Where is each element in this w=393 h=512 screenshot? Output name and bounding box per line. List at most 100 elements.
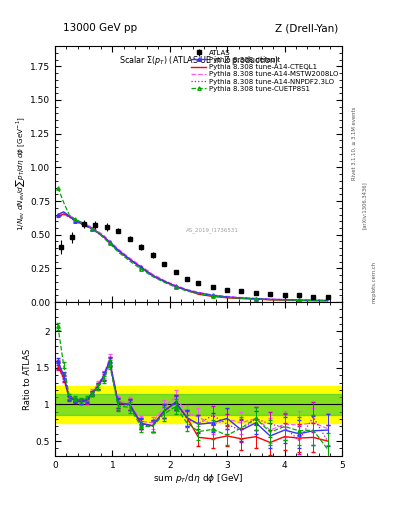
Pythia 8.308 tune-A14-MSTW2008LO	[96, 228, 101, 234]
Pythia 8.308 tune-A14-NNPDF2.3LO	[90, 226, 95, 232]
Pythia 8.308 tune-A14-NNPDF2.3LO	[150, 273, 155, 279]
Pythia 8.308 tune-A14-MSTW2008LO	[55, 213, 60, 219]
Pythia 8.308 tune-A14-MSTW2008LO	[282, 296, 287, 303]
Pythia 8.308 tune-A14-MSTW2008LO	[211, 292, 215, 298]
Pythia 8.308 default	[196, 290, 201, 296]
Pythia 8.308 tune-CUETP8S1	[150, 273, 155, 280]
Pythia 8.308 tune-CUETP8S1	[90, 226, 95, 232]
Pythia 8.308 tune-A14-NNPDF2.3LO	[325, 297, 330, 304]
Pythia 8.308 tune-CUETP8S1	[107, 241, 112, 247]
Pythia 8.308 default	[96, 229, 101, 236]
Pythia 8.308 tune-CUETP8S1	[67, 212, 72, 218]
Pythia 8.308 tune-A14-NNPDF2.3LO	[67, 214, 72, 220]
Pythia 8.308 tune-A14-CTEQL1	[253, 296, 258, 302]
Pythia 8.308 tune-A14-NNPDF2.3LO	[84, 224, 89, 230]
Line: Pythia 8.308 tune-CUETP8S1: Pythia 8.308 tune-CUETP8S1	[56, 186, 329, 303]
Pythia 8.308 tune-A14-CTEQL1	[90, 226, 95, 232]
Pythia 8.308 tune-A14-CTEQL1	[196, 291, 201, 297]
Pythia 8.308 tune-A14-CTEQL1	[185, 287, 189, 293]
Pythia 8.308 tune-A14-MSTW2008LO	[116, 246, 121, 252]
Pythia 8.308 default	[139, 264, 143, 270]
Text: Rivet 3.1.10, ≥ 3.1M events: Rivet 3.1.10, ≥ 3.1M events	[352, 106, 357, 180]
Text: Scalar $\Sigma(p_T)$ (ATLAS UE in Z production): Scalar $\Sigma(p_T)$ (ATLAS UE in Z prod…	[119, 54, 278, 67]
Pythia 8.308 tune-A14-NNPDF2.3LO	[311, 297, 316, 304]
Pythia 8.308 tune-CUETP8S1	[96, 229, 101, 236]
Pythia 8.308 tune-A14-MSTW2008LO	[225, 293, 230, 300]
Pythia 8.308 tune-A14-CTEQL1	[268, 297, 273, 303]
Line: Pythia 8.308 tune-A14-NNPDF2.3LO: Pythia 8.308 tune-A14-NNPDF2.3LO	[58, 215, 328, 301]
Pythia 8.308 tune-A14-CTEQL1	[107, 239, 112, 245]
Pythia 8.308 default	[162, 278, 166, 284]
Pythia 8.308 default	[225, 294, 230, 300]
Pythia 8.308 tune-A14-NNPDF2.3LO	[173, 283, 178, 289]
Pythia 8.308 default	[107, 239, 112, 245]
Pythia 8.308 tune-A14-NNPDF2.3LO	[239, 295, 244, 301]
Pythia 8.308 tune-A14-MSTW2008LO	[268, 296, 273, 302]
Pythia 8.308 tune-CUETP8S1	[79, 219, 83, 225]
Pythia 8.308 default	[211, 292, 215, 298]
Pythia 8.308 tune-A14-CTEQL1	[211, 293, 215, 300]
Pythia 8.308 tune-A14-CTEQL1	[101, 233, 106, 240]
Pythia 8.308 default	[311, 297, 316, 304]
Pythia 8.308 tune-CUETP8S1	[325, 297, 330, 304]
Y-axis label: Ratio to ATLAS: Ratio to ATLAS	[23, 348, 31, 410]
Pythia 8.308 default	[55, 211, 60, 218]
Pythia 8.308 tune-CUETP8S1	[253, 296, 258, 302]
Pythia 8.308 tune-A14-CTEQL1	[239, 295, 244, 302]
Pythia 8.308 tune-A14-MSTW2008LO	[185, 286, 189, 292]
Pythia 8.308 tune-A14-CTEQL1	[139, 264, 143, 270]
Pythia 8.308 default	[73, 218, 77, 224]
Pythia 8.308 tune-CUETP8S1	[173, 284, 178, 290]
Pythia 8.308 tune-CUETP8S1	[311, 297, 316, 304]
Pythia 8.308 tune-A14-NNPDF2.3LO	[73, 218, 77, 224]
Pythia 8.308 tune-A14-MSTW2008LO	[107, 238, 112, 244]
Pythia 8.308 tune-A14-CTEQL1	[116, 247, 121, 253]
Pythia 8.308 tune-A14-NNPDF2.3LO	[282, 296, 287, 303]
Pythia 8.308 tune-A14-MSTW2008LO	[253, 295, 258, 302]
Pythia 8.308 tune-A14-NNPDF2.3LO	[101, 234, 106, 241]
Pythia 8.308 tune-A14-MSTW2008LO	[139, 263, 143, 269]
Pythia 8.308 default	[84, 223, 89, 229]
Pythia 8.308 tune-A14-CTEQL1	[225, 295, 230, 301]
Text: [arXiv:1306.3436]: [arXiv:1306.3436]	[362, 181, 367, 229]
Pythia 8.308 tune-A14-CTEQL1	[150, 272, 155, 279]
Pythia 8.308 tune-A14-MSTW2008LO	[73, 216, 77, 222]
Pythia 8.308 tune-CUETP8S1	[225, 294, 230, 301]
Pythia 8.308 tune-A14-MSTW2008LO	[79, 219, 83, 225]
Y-axis label: $1/N_{ev}$ $dN_{ev}/d\sum p_T/d\eta$ $d\phi$ [GeV$^{-1}$]: $1/N_{ev}$ $dN_{ev}/d\sum p_T/d\eta$ $d\…	[15, 117, 27, 231]
Pythia 8.308 tune-CUETP8S1	[101, 235, 106, 241]
Pythia 8.308 tune-CUETP8S1	[282, 297, 287, 303]
Pythia 8.308 default	[79, 220, 83, 226]
Text: mcplots.cern.ch: mcplots.cern.ch	[371, 261, 376, 303]
Pythia 8.308 default	[253, 295, 258, 302]
Pythia 8.308 tune-CUETP8S1	[297, 297, 301, 304]
Pythia 8.308 tune-CUETP8S1	[73, 216, 77, 222]
Line: Pythia 8.308 tune-A14-CTEQL1: Pythia 8.308 tune-A14-CTEQL1	[58, 214, 328, 301]
Pythia 8.308 tune-A14-NNPDF2.3LO	[297, 297, 301, 303]
Pythia 8.308 default	[67, 214, 72, 220]
Pythia 8.308 tune-A14-CTEQL1	[297, 297, 301, 304]
Line: Pythia 8.308 default: Pythia 8.308 default	[56, 210, 329, 302]
Text: 13000 GeV pp: 13000 GeV pp	[63, 23, 137, 33]
Pythia 8.308 tune-A14-MSTW2008LO	[239, 294, 244, 301]
Pythia 8.308 tune-A14-NNPDF2.3LO	[253, 295, 258, 302]
Pythia 8.308 tune-A14-NNPDF2.3LO	[55, 215, 60, 221]
Pythia 8.308 tune-CUETP8S1	[84, 222, 89, 228]
Pythia 8.308 tune-A14-MSTW2008LO	[90, 224, 95, 230]
Pythia 8.308 tune-A14-CTEQL1	[55, 214, 60, 220]
Pythia 8.308 tune-A14-CTEQL1	[67, 214, 72, 220]
Pythia 8.308 default	[282, 296, 287, 303]
Pythia 8.308 tune-A14-CTEQL1	[127, 256, 132, 262]
Pythia 8.308 tune-CUETP8S1	[116, 249, 121, 255]
Pythia 8.308 tune-A14-CTEQL1	[162, 278, 166, 284]
Pythia 8.308 tune-A14-NNPDF2.3LO	[127, 257, 132, 263]
Pythia 8.308 default	[116, 247, 121, 253]
Pythia 8.308 tune-A14-CTEQL1	[173, 283, 178, 289]
Pythia 8.308 default	[90, 226, 95, 232]
Pythia 8.308 tune-A14-MSTW2008LO	[61, 209, 66, 216]
Pythia 8.308 tune-A14-MSTW2008LO	[101, 232, 106, 239]
Pythia 8.308 default	[185, 287, 189, 293]
Pythia 8.308 tune-A14-CTEQL1	[325, 297, 330, 304]
Pythia 8.308 tune-A14-MSTW2008LO	[173, 282, 178, 288]
Pythia 8.308 tune-A14-CTEQL1	[79, 220, 83, 226]
